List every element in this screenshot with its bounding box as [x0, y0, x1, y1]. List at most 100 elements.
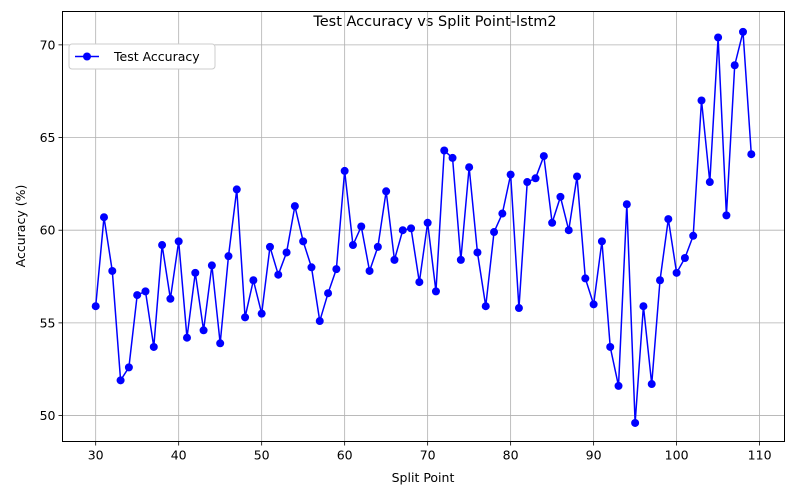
data-point: [631, 418, 640, 427]
legend-marker: [83, 52, 91, 61]
data-point: [332, 265, 341, 274]
data-point: [149, 342, 158, 351]
data-point: [597, 237, 606, 246]
data-point: [124, 363, 133, 372]
data-point: [481, 302, 490, 311]
data-point: [315, 317, 324, 326]
grid: [62, 11, 785, 442]
data-point: [373, 242, 382, 251]
data-point: [108, 266, 117, 275]
chart-title: Test Accuracy vs Split Point-lstm2: [312, 14, 556, 30]
data-point: [99, 213, 108, 222]
data-point: [697, 96, 706, 105]
data-point: [506, 170, 515, 179]
data-point: [133, 291, 142, 300]
data-point: [290, 202, 299, 211]
x-tick-label: 90: [586, 448, 602, 463]
data-point: [282, 248, 291, 257]
data-point: [191, 268, 200, 277]
data-point: [365, 266, 374, 275]
data-point: [680, 254, 689, 263]
data-point: [564, 226, 573, 235]
data-point: [747, 150, 756, 159]
data-point: [241, 313, 250, 322]
data-point: [647, 380, 656, 389]
y-tick-label: 60: [40, 223, 56, 238]
data-point: [249, 276, 258, 285]
data-point: [382, 187, 391, 196]
data-point: [158, 241, 167, 250]
data-point: [307, 263, 316, 272]
data-point: [581, 274, 590, 283]
data-point: [573, 172, 582, 181]
x-tick-label: 70: [420, 448, 436, 463]
data-point: [299, 237, 308, 246]
series-line: [94, 31, 753, 424]
data-point: [639, 302, 648, 311]
data-point: [622, 200, 631, 209]
data-point: [348, 241, 357, 250]
legend-label: Test Accuracy: [113, 49, 200, 64]
data-point: [141, 287, 150, 296]
data-point: [473, 248, 482, 257]
x-axis-label: Split Point: [392, 470, 455, 485]
data-point: [548, 218, 557, 227]
data-point: [730, 61, 739, 70]
data-point: [498, 209, 507, 218]
data-point: [523, 178, 532, 187]
data-point: [739, 27, 748, 36]
data-point: [415, 278, 424, 287]
x-tick-label: 110: [748, 448, 772, 463]
data-point: [116, 376, 125, 385]
y-tick-label: 65: [40, 130, 56, 145]
data-point: [456, 255, 465, 264]
data-point: [182, 333, 191, 342]
legend-box: [68, 43, 216, 70]
data-point: [431, 287, 440, 296]
y-tick-label: 70: [40, 37, 56, 52]
data-point: [174, 237, 183, 246]
data-point: [232, 185, 241, 194]
y-tick-label: 50: [40, 408, 56, 423]
data-point: [257, 309, 266, 318]
data-point: [340, 166, 349, 175]
legend: Test Accuracy: [68, 43, 216, 70]
data-point: [407, 224, 416, 233]
data-point: [614, 381, 623, 390]
data-point: [440, 146, 449, 155]
data-point: [689, 231, 698, 240]
data-point: [490, 228, 499, 237]
data-point: [166, 294, 175, 303]
data-point: [91, 302, 100, 311]
data-point: [514, 304, 523, 313]
data-point: [656, 276, 665, 285]
plot-frame: [62, 11, 785, 442]
data-point: [357, 222, 366, 231]
data-point: [224, 252, 233, 261]
data-point: [265, 242, 274, 251]
x-tick-label: 80: [503, 448, 519, 463]
data-point: [465, 163, 474, 172]
data-point: [324, 289, 333, 298]
series-layer: [91, 27, 756, 427]
data-point: [216, 339, 225, 348]
data-point: [556, 192, 565, 201]
x-tick-label: 30: [88, 448, 104, 463]
data-point: [705, 178, 714, 187]
data-point: [390, 255, 399, 264]
x-tick-label: 60: [337, 448, 353, 463]
data-point: [199, 326, 208, 335]
data-point: [672, 268, 681, 277]
data-point: [664, 215, 673, 224]
data-point: [606, 342, 615, 351]
x-tick-label: 100: [665, 448, 689, 463]
x-tick-label: 50: [254, 448, 270, 463]
data-point: [448, 153, 457, 162]
data-point: [589, 300, 598, 309]
data-point: [722, 211, 731, 220]
x-tick-label: 40: [171, 448, 187, 463]
data-point: [274, 270, 283, 279]
data-point: [207, 261, 216, 270]
y-tick-label: 55: [40, 315, 56, 330]
